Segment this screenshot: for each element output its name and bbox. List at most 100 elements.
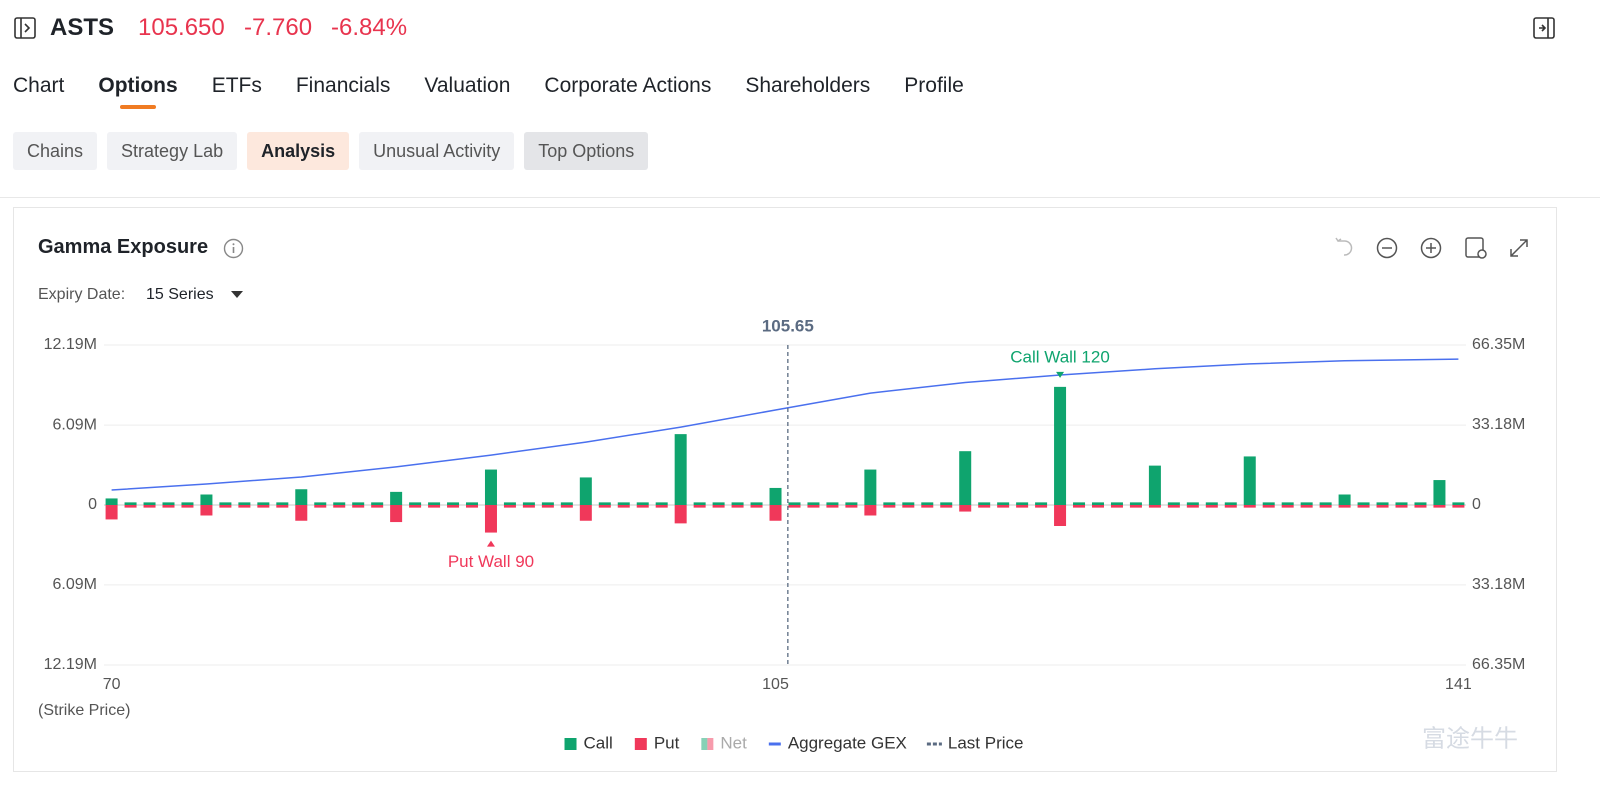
subtab[interactable]: Analysis xyxy=(247,132,350,170)
bar xyxy=(1300,505,1313,508)
bar xyxy=(1414,502,1427,505)
last-price-label: 105.65 xyxy=(762,316,814,335)
bar xyxy=(1243,456,1256,505)
subtab[interactable]: Top Options xyxy=(524,132,649,170)
tab[interactable]: Options xyxy=(98,74,178,109)
bar xyxy=(1281,505,1294,508)
bar xyxy=(295,489,308,505)
zoom-in-glyph xyxy=(1426,243,1436,253)
bar xyxy=(579,477,592,505)
subtab[interactable]: Chains xyxy=(13,132,98,170)
bar xyxy=(1110,505,1123,508)
collapse-icon[interactable] xyxy=(1533,17,1555,39)
bar xyxy=(447,502,460,505)
bar xyxy=(181,505,194,508)
bar xyxy=(978,502,991,505)
bar xyxy=(1338,494,1351,505)
bar xyxy=(598,502,611,505)
bar xyxy=(1319,502,1332,505)
x-tick-label: 70 xyxy=(103,676,121,693)
bar xyxy=(1224,505,1237,508)
legend-swatch xyxy=(634,738,647,750)
bar xyxy=(124,505,137,508)
bar xyxy=(940,505,953,508)
bar xyxy=(1073,505,1086,508)
bar xyxy=(1433,505,1446,508)
bar xyxy=(162,502,175,505)
bar xyxy=(1376,505,1389,508)
dropdown-caret[interactable] xyxy=(230,290,244,300)
x-tick-label: 141 xyxy=(1445,676,1472,693)
bar xyxy=(845,505,858,508)
y2-tick-label: 66.35M xyxy=(1472,656,1525,673)
settings-icon[interactable] xyxy=(1465,237,1484,258)
y-tick-label: 12.19M xyxy=(44,336,97,353)
zoom-in-icon[interactable] xyxy=(1420,237,1442,259)
legend-swatch xyxy=(707,738,714,750)
tab[interactable]: ETFs xyxy=(211,74,262,97)
sidebar-icon[interactable] xyxy=(14,17,36,39)
undo-icon[interactable] xyxy=(1338,240,1353,256)
bar xyxy=(1167,502,1180,505)
bar xyxy=(1357,505,1370,508)
bar xyxy=(466,505,479,508)
bar xyxy=(1016,502,1029,505)
bar xyxy=(1073,502,1086,505)
bar xyxy=(371,502,384,505)
bar xyxy=(997,502,1010,505)
info-icon[interactable] xyxy=(223,238,244,259)
watermark: 富途牛牛 xyxy=(1422,725,1518,752)
tab[interactable]: Financials xyxy=(295,74,391,97)
chart-panel xyxy=(13,207,1557,772)
tab[interactable]: Corporate Actions xyxy=(544,74,712,97)
expiry-value[interactable]: 15 Series xyxy=(146,286,214,303)
bar xyxy=(997,505,1010,508)
bar xyxy=(390,505,403,523)
tab[interactable]: Profile xyxy=(904,74,964,97)
bar xyxy=(1376,502,1389,505)
bar xyxy=(390,491,403,505)
subtab[interactable]: Strategy Lab xyxy=(107,132,238,170)
subtab[interactable]: Unusual Activity xyxy=(359,132,515,170)
bar xyxy=(181,502,194,505)
bar xyxy=(1205,505,1218,508)
legend-label: Put xyxy=(654,733,680,752)
bar xyxy=(674,505,687,524)
bar xyxy=(883,505,896,508)
y-tick-label: 12.19M xyxy=(44,656,97,673)
legend-label: Last Price xyxy=(948,733,1024,752)
tab[interactable]: Shareholders xyxy=(745,74,871,97)
tab[interactable]: Valuation xyxy=(424,74,511,97)
change: -7.760 xyxy=(244,14,313,41)
panel-title: Gamma Exposure xyxy=(38,236,209,258)
legend-label: Aggregate GEX xyxy=(788,733,907,752)
bar xyxy=(522,502,535,505)
bar xyxy=(617,505,630,508)
bar xyxy=(788,505,801,508)
tab[interactable]: Chart xyxy=(13,74,65,97)
bar xyxy=(921,502,934,505)
bar xyxy=(503,502,516,505)
bar xyxy=(295,505,308,521)
fullscreen-icon[interactable] xyxy=(1510,239,1528,257)
bar xyxy=(1414,505,1427,508)
bar xyxy=(769,487,782,505)
legend-label: Call xyxy=(584,733,613,752)
bar xyxy=(333,502,346,505)
bar xyxy=(883,502,896,505)
bar xyxy=(447,505,460,508)
bar xyxy=(257,505,270,508)
bar xyxy=(1262,505,1275,508)
bar xyxy=(617,502,630,505)
bar xyxy=(484,505,497,533)
bar xyxy=(1395,502,1408,505)
zoom-out-icon[interactable] xyxy=(1376,237,1398,259)
bar xyxy=(959,505,972,512)
y-tick-label: 6.09M xyxy=(53,416,97,433)
bar xyxy=(579,505,592,521)
bar xyxy=(826,505,839,508)
y2-tick-label: 66.35M xyxy=(1472,336,1525,353)
bar xyxy=(769,505,782,521)
bar xyxy=(864,505,877,516)
